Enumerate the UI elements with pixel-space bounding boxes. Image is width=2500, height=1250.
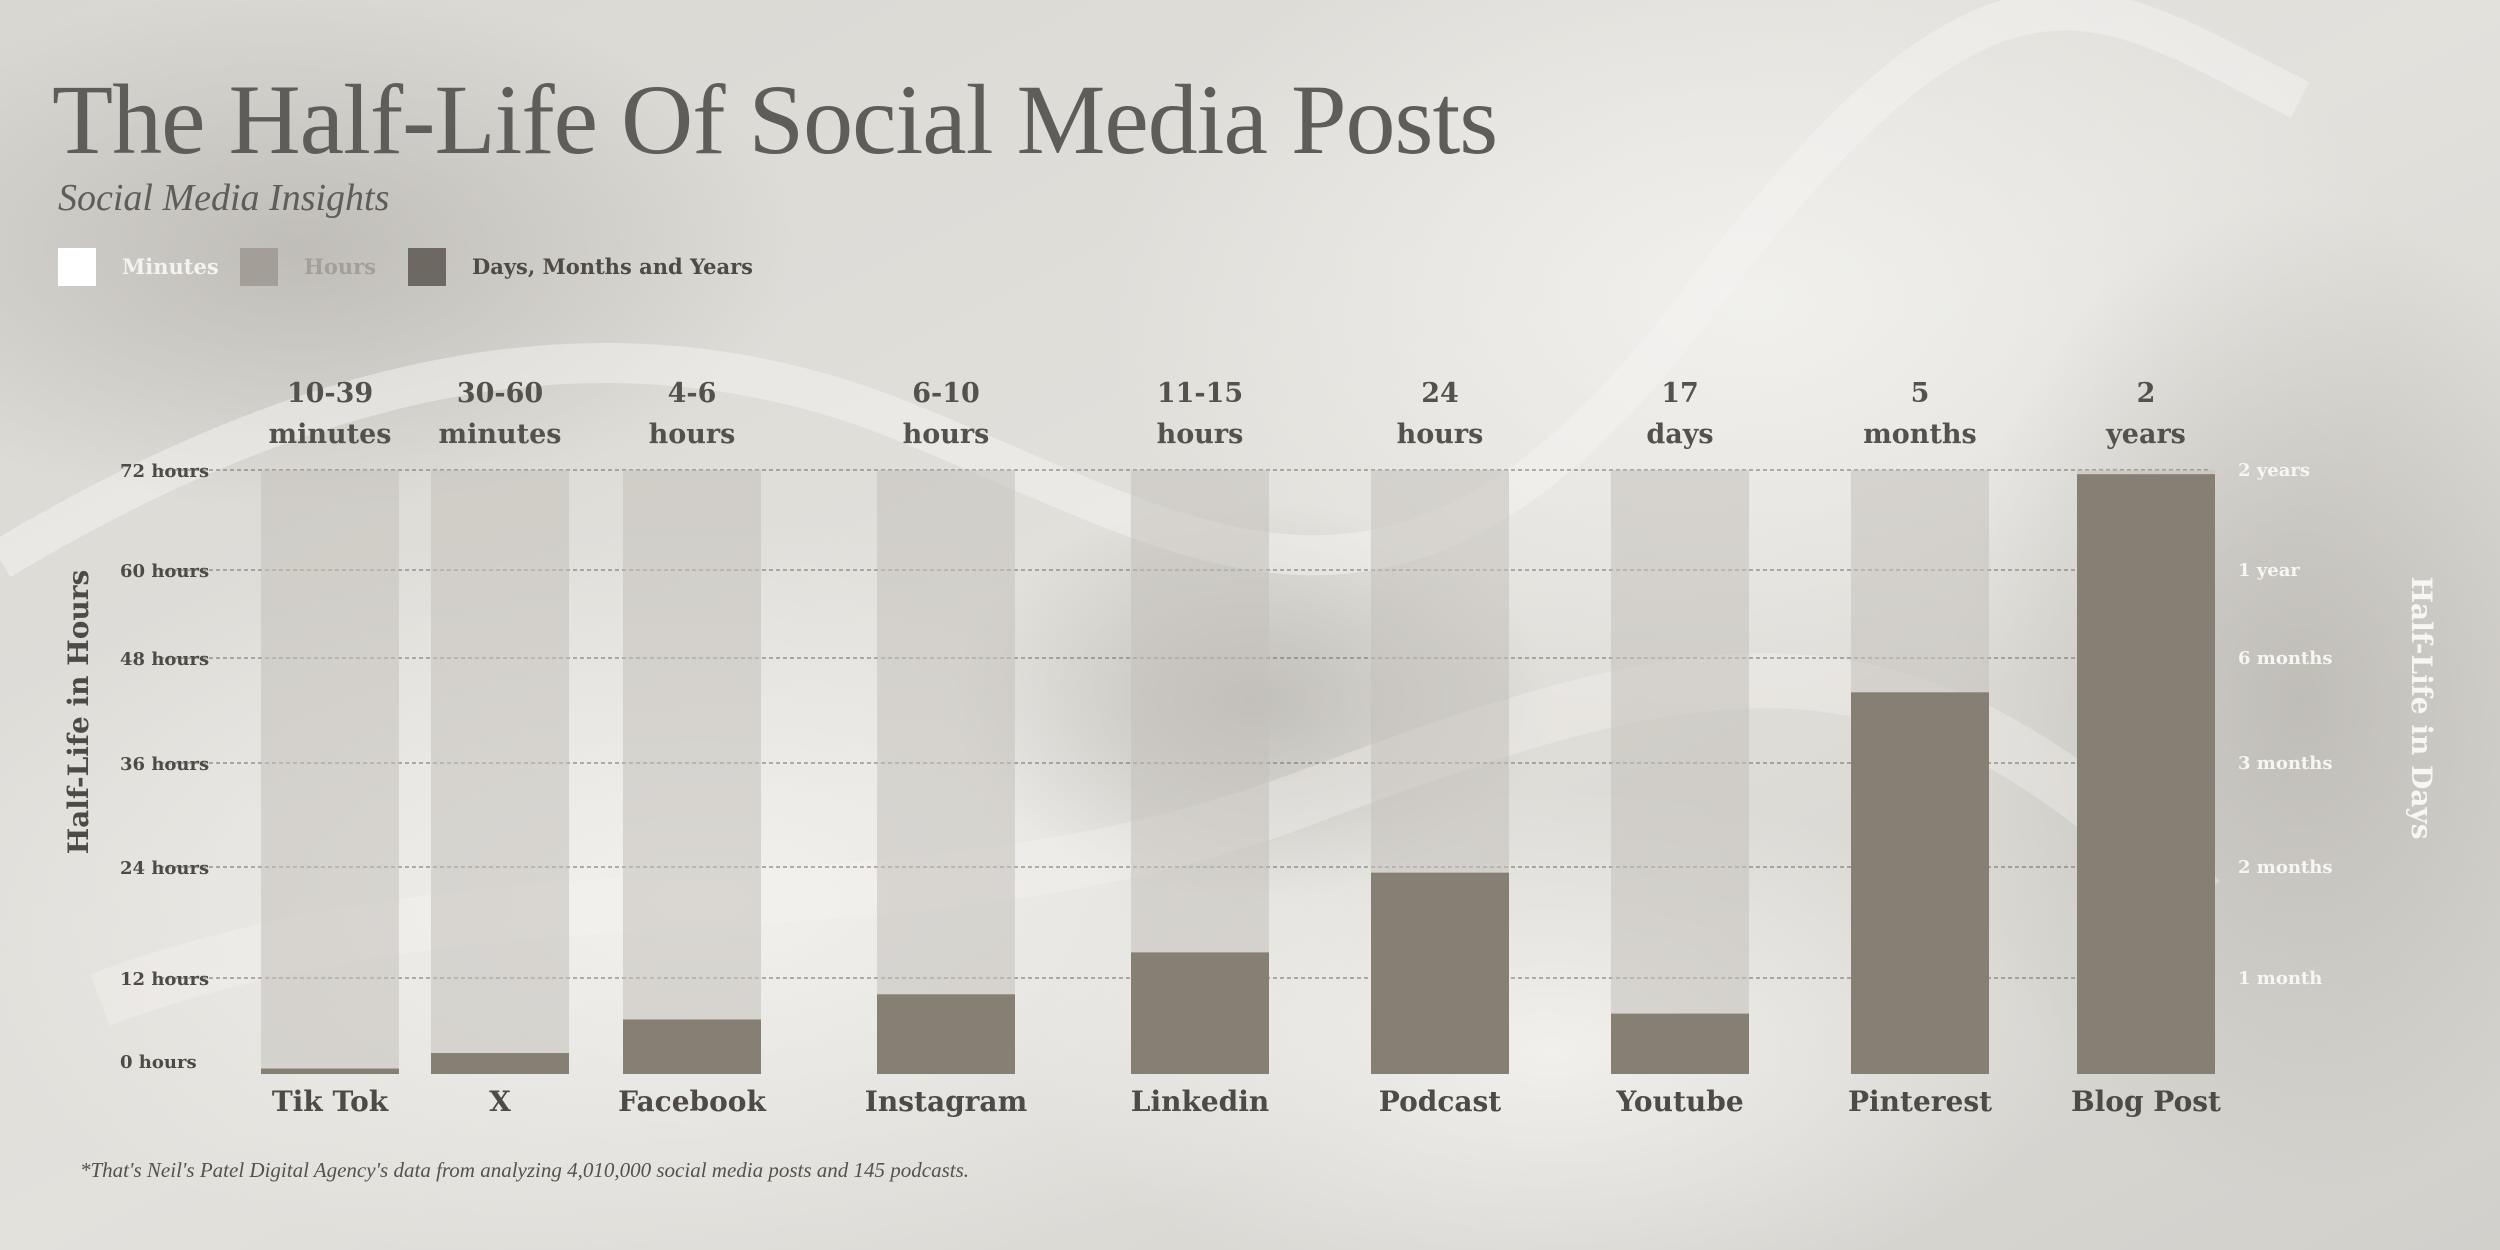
bar-track [877,470,1015,1074]
legend-label-minutes: Minutes [122,254,219,279]
bar-unit-label: hours [1397,419,1484,450]
right-axis-tick-label: 1 month [2238,968,2322,989]
bar-value-label: 17 [1661,378,1699,409]
bar-unit-label: minutes [269,419,392,450]
bar-value-label: 6-10 [912,378,980,409]
left-axis-tick-label: 12 hours [120,969,209,990]
bar-value-label: 5 [1911,378,1930,409]
bar [877,994,1015,1074]
bar [2077,474,2215,1074]
bar-track [623,470,761,1074]
right-axis-tick-label: 2 months [2238,857,2332,878]
left-axis-tick-label: 36 hours [120,754,209,775]
bar-unit-label: months [1863,419,1977,450]
bar-unit-label: hours [1157,419,1244,450]
left-axis-tick-label: 60 hours [120,561,209,582]
bar-unit-label: minutes [439,419,562,450]
left-axis-title: Half-Life in Hours [62,570,95,855]
category-label: Tik Tok [272,1085,389,1118]
left-axis-tick-label: 0 hours [120,1052,197,1073]
bar-track [261,470,399,1074]
legend-label-days-months-years: Days, Months and Years [472,254,753,279]
bar-value-label: 4-6 [668,378,717,409]
bar [1371,872,1509,1074]
left-axis-tick-label: 24 hours [120,858,209,879]
left-axis-tick-label: 72 hours [120,461,209,482]
category-label: Facebook [618,1085,766,1118]
bar-unit-label: years [2105,419,2186,450]
footnote: *That's Neil's Patel Digital Agency's da… [80,1158,970,1182]
chart-title: The Half-Life Of Social Media Posts [52,64,1498,175]
category-label: Blog Post [2071,1085,2221,1118]
right-axis-tick-label: 2 years [2238,460,2310,481]
bar-value-label: 10-39 [287,378,373,409]
category-label: X [489,1085,511,1118]
bar-value-label: 11-15 [1157,378,1243,409]
legend-label-hours: Hours [304,254,377,279]
bar-track [431,470,569,1074]
bar [1131,952,1269,1074]
category-label: Pinterest [1848,1085,1992,1118]
right-axis-tick-label: 6 months [2238,648,2332,669]
bar-unit-label: days [1646,419,1713,450]
chart-subtitle: Social Media Insights [58,177,390,219]
bar-track [1611,470,1749,1074]
category-label: Instagram [865,1085,1027,1118]
bar [261,1068,399,1074]
bar-value-label: 24 [1421,378,1459,409]
bar-value-label: 2 [2137,378,2156,409]
legend-swatch-days-months-years [408,248,446,286]
bar-unit-label: hours [903,419,990,450]
right-axis-tick-label: 3 months [2238,753,2332,774]
legend-swatch-hours [240,248,278,286]
bar-unit-label: hours [649,419,736,450]
bar [1611,1013,1749,1074]
bar [431,1053,569,1074]
category-label: Linkedin [1131,1085,1269,1118]
right-axis-tick-label: 1 year [2238,560,2300,581]
left-axis-tick-label: 48 hours [120,649,209,670]
legend-swatch-minutes [58,248,96,286]
category-label: Youtube [1615,1085,1743,1118]
bar-value-label: 30-60 [457,378,543,409]
bar [1851,692,1989,1074]
category-label: Podcast [1379,1085,1502,1118]
bar [623,1019,761,1074]
right-axis-title: Half-Life in Days [2405,576,2438,839]
